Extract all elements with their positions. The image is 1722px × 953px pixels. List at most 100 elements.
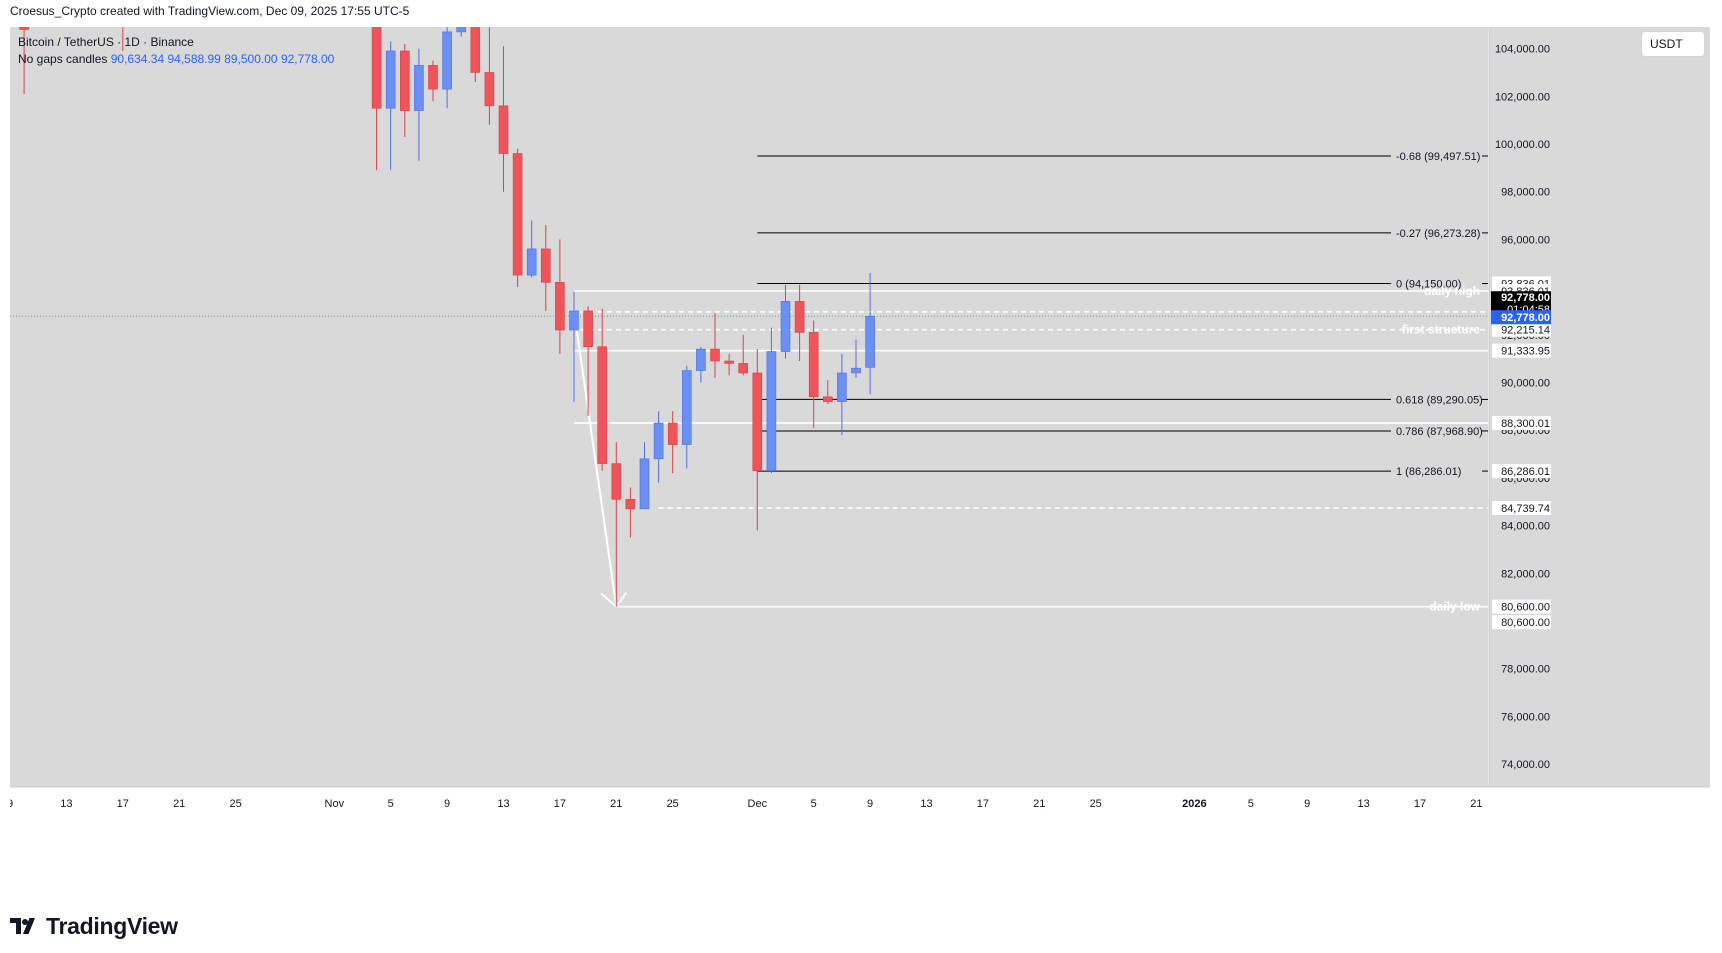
candle-body — [681, 370, 692, 445]
ohlc-row: No gaps candles 90,634.34 94,588.99 89,5… — [18, 51, 334, 68]
candle-body — [555, 282, 565, 331]
price-chart[interactable]: daily high first structure daily low -0.68 … — [10, 27, 1710, 895]
y-tick-label: 78,000.00 — [1501, 664, 1550, 676]
price-label-bg — [1492, 599, 1551, 614]
candle-body — [456, 27, 467, 33]
open-value: 90,634.34 — [110, 52, 165, 66]
price-label-bg — [1492, 343, 1551, 358]
chart-legend: Bitcoin / TetherUS · 1D · Binance No gap… — [18, 34, 334, 68]
tradingview-logo-icon — [10, 918, 35, 934]
x-tick-label: 9 — [10, 798, 13, 810]
x-tick-label: 13 — [1357, 798, 1369, 810]
price-label: 91,333.95 — [1501, 346, 1550, 358]
fib-label: -0.27 (96,273.28) — [1396, 228, 1480, 240]
y-tick-label: 98,000.00 — [1501, 187, 1550, 199]
candle-body — [667, 422, 678, 445]
price-label: 84,739.74 — [1501, 503, 1550, 515]
candle-body — [837, 372, 847, 402]
candle-body — [526, 248, 537, 276]
x-tick-label: 25 — [1090, 798, 1102, 810]
current-price-badge-text: 92,778.00 — [1501, 312, 1550, 324]
candle-body — [766, 351, 777, 472]
price-label-bg — [1492, 615, 1551, 630]
y-tick-label: 100,000.00 — [1495, 139, 1550, 151]
candle-body — [498, 105, 509, 154]
brand-name: TradingView — [46, 912, 178, 939]
currency-button[interactable]: USDT — [1641, 31, 1705, 57]
x-tick-label: 9 — [444, 798, 450, 810]
close-value: 92,778.00 — [280, 52, 335, 66]
price-label: 86,286.01 — [1501, 466, 1550, 478]
chart-area[interactable]: daily high first structure daily low -0.68 … — [10, 27, 1710, 895]
x-tick-label: 5 — [388, 798, 394, 810]
price-label: 92,215.14 — [1501, 325, 1550, 337]
fib-label: 0.618 (89,290.05) — [1396, 394, 1483, 406]
candle-body — [428, 64, 438, 90]
candle-body — [19, 27, 29, 30]
fib-label: 1 (86,286.01) — [1396, 466, 1461, 478]
price-label: 80,600.00 — [1501, 617, 1550, 629]
price-label-bg — [1492, 416, 1551, 431]
y-tick-label: 82,000.00 — [1501, 568, 1550, 580]
candle-body — [540, 248, 551, 283]
level-label: daily low — [1429, 600, 1480, 614]
candle-body — [752, 372, 763, 472]
x-tick-label: Nov — [325, 798, 345, 810]
attribution-header: Croesus_Crypto created with TradingView.… — [10, 4, 410, 18]
symbol-title[interactable]: Bitcoin / TetherUS · 1D · Binance — [18, 35, 194, 49]
candle-body — [484, 72, 495, 107]
fib-label: -0.68 (99,497.51) — [1396, 151, 1480, 163]
current-price-badge — [1491, 310, 1551, 325]
candle-body — [583, 310, 593, 348]
high-value: 94,588.99 — [167, 52, 221, 66]
candle-body — [653, 422, 664, 460]
y-tick-label: 84,000.00 — [1501, 521, 1550, 533]
x-tick-label: 2026 — [1182, 798, 1206, 810]
candle-body — [639, 458, 650, 510]
candle-body — [865, 315, 875, 368]
candle-body — [794, 301, 805, 333]
x-tick-label: 9 — [1304, 798, 1310, 810]
fib-label: 0 (94,150.00) — [1396, 279, 1461, 291]
price-label-bg — [1492, 464, 1551, 479]
current-price-value: 92,778.00 — [1501, 292, 1550, 304]
candle-body — [371, 27, 382, 109]
candle-body — [569, 310, 579, 331]
price-label-bg — [1492, 322, 1551, 337]
x-tick-label: Dec — [748, 798, 768, 810]
price-label: 80,600.00 — [1501, 602, 1550, 614]
candle-body — [780, 301, 791, 352]
y-tick-label: 74,000.00 — [1501, 759, 1550, 771]
candle-body — [710, 348, 720, 362]
candle-body — [442, 31, 452, 90]
level-label: first structure — [1402, 323, 1480, 337]
level-label: daily high — [1424, 284, 1480, 298]
time-axis-background — [10, 787, 1710, 895]
y-tick-label: 104,000.00 — [1495, 44, 1550, 56]
candle-body — [385, 50, 396, 109]
x-tick-label: 13 — [60, 798, 72, 810]
x-tick-label: 21 — [173, 798, 185, 810]
x-tick-label: 21 — [1470, 798, 1482, 810]
y-tick-label: 96,000.00 — [1501, 234, 1550, 246]
candle-body — [625, 499, 636, 510]
price-label: 88,300.01 — [1501, 418, 1550, 430]
candle-style-label: No gaps candles — [18, 52, 108, 66]
fib-label: 0.786 (87,968.90) — [1396, 426, 1483, 438]
y-tick-label: 102,000.00 — [1495, 91, 1550, 103]
plot-background — [10, 27, 1488, 787]
x-tick-label: 9 — [867, 798, 873, 810]
tradingview-brand: TradingView — [10, 910, 178, 942]
candle-body — [696, 348, 706, 371]
x-tick-label: 25 — [667, 798, 679, 810]
x-tick-label: 17 — [977, 798, 989, 810]
x-tick-label: 25 — [229, 798, 241, 810]
x-tick-label: 13 — [920, 798, 932, 810]
low-value: 89,500.00 — [224, 52, 278, 66]
candle-body — [808, 332, 819, 398]
candle-body — [738, 363, 749, 374]
candle-body — [414, 64, 424, 111]
candle-body — [512, 153, 523, 276]
x-tick-label: 5 — [811, 798, 817, 810]
candle-body — [822, 396, 833, 402]
